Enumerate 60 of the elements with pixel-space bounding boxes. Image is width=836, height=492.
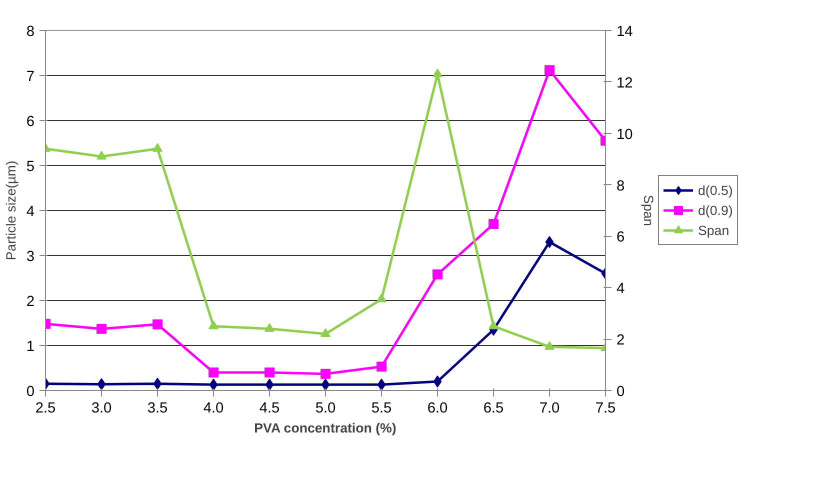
y-tick-label: 1 xyxy=(26,339,35,355)
y2-tick-label: 12 xyxy=(616,75,633,92)
y2-tick-label: 8 xyxy=(616,178,625,194)
y-tick-label: 4 xyxy=(26,204,35,220)
x-tick-label: 2.5 xyxy=(35,400,56,416)
y-tick-label: 5 xyxy=(26,159,35,175)
x-tick-label: 7.0 xyxy=(539,400,560,416)
y2-axis-title: Span xyxy=(640,194,656,226)
x-axis-title: PVA concentration (%) xyxy=(254,420,396,436)
y-axis-title: Particle size(µm) xyxy=(3,160,18,260)
y2-tick-label: 14 xyxy=(616,24,633,40)
y-tick-label: 6 xyxy=(26,114,35,130)
point xyxy=(321,378,330,390)
point xyxy=(545,236,554,248)
point xyxy=(433,376,442,388)
y-tick-label: 0 xyxy=(26,384,35,400)
point xyxy=(376,362,386,372)
point xyxy=(265,378,274,390)
point xyxy=(544,65,554,76)
y2-tick-label: 10 xyxy=(616,126,633,143)
legend-label: d(0.9) xyxy=(698,202,733,218)
point xyxy=(97,378,106,390)
legend-label: Span xyxy=(698,222,730,238)
y-tick-label: 8 xyxy=(26,24,35,40)
y2-tick-label: 2 xyxy=(616,332,625,349)
legend-label: d(0.5) xyxy=(698,182,733,198)
x-tick-label: 4.0 xyxy=(203,400,224,416)
y2-tick-label: 6 xyxy=(616,230,625,246)
point xyxy=(432,269,442,280)
point xyxy=(488,320,498,330)
x-tick-label: 5.5 xyxy=(371,400,392,416)
point xyxy=(264,323,274,332)
point xyxy=(544,341,554,350)
point xyxy=(320,368,330,379)
x-tick-label: 4.5 xyxy=(259,400,280,416)
point xyxy=(208,368,218,378)
x-tick-label: 6.0 xyxy=(427,400,448,416)
y-tick-label: 3 xyxy=(26,249,35,265)
point xyxy=(377,378,386,390)
point xyxy=(96,324,106,334)
x-tick-label: 7.5 xyxy=(595,400,616,416)
x-tick-label: 5.0 xyxy=(315,400,336,416)
point xyxy=(320,328,330,338)
point xyxy=(488,219,498,229)
point xyxy=(152,143,162,152)
point xyxy=(208,320,218,330)
point xyxy=(96,150,106,160)
point xyxy=(153,378,162,390)
x-tick-label: 3.0 xyxy=(91,400,112,416)
point xyxy=(209,378,218,390)
y-tick-label: 2 xyxy=(26,294,35,310)
point xyxy=(376,294,386,302)
point xyxy=(152,319,162,330)
point xyxy=(432,68,442,78)
point xyxy=(264,368,274,378)
y-tick-label: 7 xyxy=(26,69,35,85)
x-tick-label: 6.5 xyxy=(483,400,504,416)
y2-tick-label: 0 xyxy=(616,384,625,400)
y2-tick-label: 4 xyxy=(616,281,625,298)
x-tick-label: 3.5 xyxy=(147,400,168,416)
